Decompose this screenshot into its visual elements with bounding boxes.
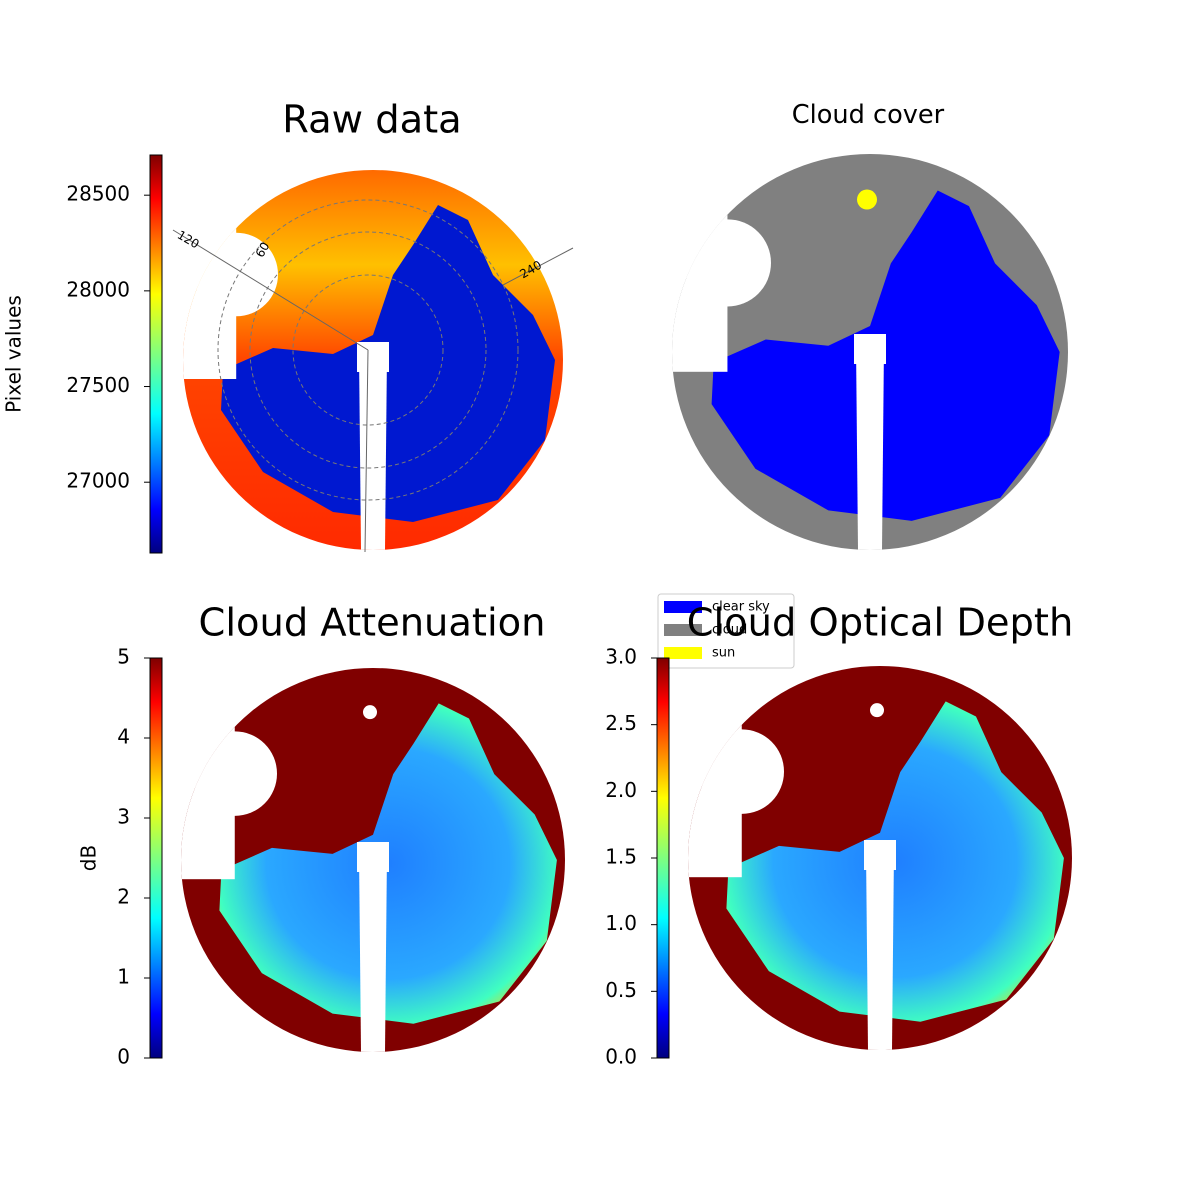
colorbar-tick-label: 5 [117, 645, 130, 669]
sky-image [672, 154, 1068, 550]
colorbar [149, 657, 163, 1059]
sky-image [183, 170, 563, 550]
colorbar-tick-label: 27500 [66, 373, 130, 397]
shadow-band [856, 344, 884, 550]
colorbar [656, 657, 670, 1059]
legend-label: cloud [712, 623, 747, 638]
shadow-band [359, 352, 387, 550]
polar-label: 60 [253, 240, 273, 260]
panel-title: Cloud Attenuation [199, 601, 546, 646]
colorbar-tick-label: 1.5 [605, 845, 637, 869]
sky-image [688, 666, 1072, 1050]
colorbar-tick-label: 1.0 [605, 911, 637, 935]
panel-title: Raw data [282, 98, 461, 143]
sky-image [181, 668, 565, 1052]
colorbar-tick-label: 1 [117, 965, 130, 989]
polar-grid [249, 231, 487, 469]
sky-images [181, 154, 1072, 1052]
polar-grid [217, 199, 519, 501]
sun [857, 189, 877, 210]
shadow-band [359, 852, 387, 1052]
colorbar-label: Pixel values [2, 295, 26, 413]
colorbar-tick-label: 0 [117, 1045, 130, 1069]
shadow-arm [854, 334, 886, 364]
legend-label: sun [712, 646, 735, 661]
shadow-arm [864, 840, 896, 870]
legend-swatch [664, 647, 702, 659]
colorbar-tick-label: 0.0 [605, 1045, 637, 1069]
colorbar-tick-label: 3.0 [605, 645, 637, 669]
horizon-cut [192, 731, 277, 816]
colorbar [149, 154, 163, 554]
colorbar-tick-label: 2 [117, 885, 130, 909]
colorbar-tick-label: 27000 [66, 469, 130, 493]
legend-swatch [664, 601, 702, 613]
colorbar-tick-label: 28000 [66, 277, 130, 301]
sun [870, 703, 884, 718]
panel-title: Cloud cover [792, 100, 945, 130]
colorbar-tick-label: 0.5 [605, 978, 637, 1002]
legend-label: clear sky [712, 600, 770, 615]
horizon-cut [699, 729, 784, 814]
colorbar-tick-label: 2.0 [605, 778, 637, 802]
colorbar-tick-label: 2.5 [605, 711, 637, 735]
shadow-band [866, 850, 894, 1050]
colorbar-tick-label: 28500 [66, 182, 130, 206]
polar-axis [502, 247, 574, 286]
legend-swatch [664, 624, 702, 636]
colorbar-tick-label: 3 [117, 805, 130, 829]
sun [363, 705, 377, 720]
horizon-cut [683, 219, 771, 307]
colorbar-label: dB [77, 845, 101, 871]
polar-label: 120 [175, 228, 202, 252]
polar-axis [172, 229, 369, 351]
polar-grid [292, 274, 444, 426]
polar-axis [364, 349, 369, 553]
colorbar-tick-label: 4 [117, 725, 130, 749]
panel-title: Cloud Optical Depth [687, 601, 1074, 646]
annotations: Raw data 27000 27500 28000 28500 Pixel values… [2, 98, 1074, 1069]
shadow-arm [357, 842, 389, 872]
